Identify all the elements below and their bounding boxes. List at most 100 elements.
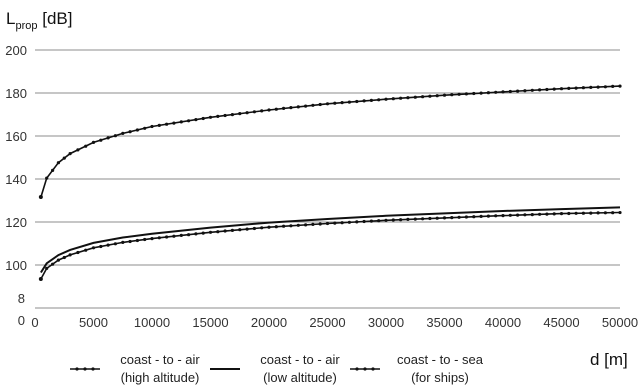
series-1-marker: [194, 118, 198, 122]
series-3-marker: [113, 242, 117, 246]
x-tick-label-0: 0: [31, 315, 38, 330]
y-tick-label-100: 100: [5, 258, 27, 273]
x-tick-label-45000: 45000: [543, 315, 579, 330]
series-3-marker: [128, 239, 132, 244]
series-1-marker: [530, 88, 534, 92]
series-1-marker: [552, 87, 556, 91]
series-3-marker: [38, 276, 43, 281]
series-3-marker: [508, 213, 512, 217]
y-tick-label-180: 180: [5, 86, 27, 101]
series-3-marker: [260, 226, 264, 230]
series-3-marker: [238, 228, 242, 232]
series-3-marker: [406, 217, 410, 221]
series-1-marker: [56, 161, 61, 165]
series-3-marker: [581, 211, 586, 215]
x-tick-label-40000: 40000: [485, 315, 521, 330]
series-3-marker: [413, 217, 417, 221]
series-3-marker: [325, 221, 330, 226]
series-1-marker: [128, 130, 132, 134]
series-1-marker: [450, 93, 454, 97]
series-1-marker: [238, 112, 242, 116]
series-3-marker: [179, 233, 183, 237]
y-tick-labels: 100 120 140 160 180 200 8 0: [5, 43, 27, 328]
series-1-marker: [457, 92, 461, 96]
series-1-marker: [296, 105, 300, 109]
series-1-marker: [596, 85, 600, 89]
series-3-marker: [194, 232, 198, 236]
series-1-marker: [538, 88, 542, 92]
series-3-marker: [538, 212, 542, 216]
series-3-marker: [62, 255, 66, 260]
series-3-marker: [245, 227, 249, 231]
series-3-marker: [216, 230, 220, 234]
series-3-marker: [347, 220, 351, 224]
series-1-marker: [486, 91, 490, 95]
series-3-marker: [428, 216, 432, 221]
series-3-marker: [143, 237, 147, 242]
series-1-marker: [589, 85, 593, 89]
series-3-marker: [289, 224, 293, 228]
series-3-marker: [442, 216, 447, 220]
series-3-marker: [340, 221, 344, 225]
grid-lines: [35, 49, 620, 309]
series-1-marker: [187, 119, 191, 123]
series-3-marker: [574, 211, 578, 215]
series-3-marker: [187, 233, 191, 237]
series-1-marker: [216, 114, 220, 118]
series-3-marker: [421, 217, 425, 221]
series-3-marker: [501, 214, 505, 218]
series-3-marker: [91, 246, 96, 250]
series-1-marker: [121, 131, 125, 135]
x-tick-label-5000: 5000: [79, 315, 108, 330]
series-3-marker: [165, 235, 169, 239]
series-3-marker: [157, 236, 161, 240]
series-1-marker: [523, 89, 527, 93]
y-axis-label-main: L: [6, 9, 15, 28]
series-3-marker: [362, 219, 366, 224]
series-1-marker: [464, 92, 468, 96]
series-1-marker: [516, 89, 520, 93]
series-3-marker: [559, 212, 564, 216]
series-3-marker: [596, 211, 600, 215]
series-1-marker: [581, 86, 586, 90]
series-3-marker: [274, 225, 278, 229]
series-3-marker: [523, 213, 527, 217]
series-3-marker: [201, 231, 205, 235]
series-3-marker: [282, 224, 286, 228]
series-1-marker: [340, 101, 344, 105]
series-1-marker: [479, 91, 483, 95]
series-3-marker: [611, 211, 615, 215]
x-tick-label-35000: 35000: [426, 315, 462, 330]
series-3-marker: [333, 221, 337, 225]
series-1-marker: [406, 96, 410, 100]
legend-label-3-line2: (for ships): [411, 370, 469, 385]
legend-swatch-marker: [83, 367, 87, 371]
series-1-marker: [413, 95, 417, 99]
series-1-marker: [38, 195, 43, 200]
series-1-marker: [150, 124, 154, 129]
series-3-marker: [516, 213, 520, 217]
series-1-marker: [289, 106, 293, 110]
y-axis-label: Lprop [dB]: [6, 9, 72, 32]
legend-swatch-marker: [363, 367, 367, 371]
series-1-marker: [245, 111, 249, 115]
series-1-marker: [442, 93, 447, 97]
legend: coast - to - air (high altitude) coast - t…: [70, 352, 484, 385]
series-3-marker: [208, 230, 213, 234]
series-3-marker: [99, 244, 103, 249]
x-tick-label-25000: 25000: [309, 315, 345, 330]
series-3-marker: [603, 211, 608, 215]
series-1-marker: [347, 100, 351, 104]
series-1-marker: [260, 109, 264, 113]
series-1-marker: [311, 103, 315, 107]
y-axis-label-unit: [dB]: [38, 9, 73, 28]
series-1-marker: [384, 97, 388, 101]
series-1-marker: [282, 106, 286, 110]
series-1-marker: [51, 168, 55, 172]
series-3-marker: [355, 220, 359, 224]
series-3-marker: [530, 213, 534, 217]
series-3-marker: [121, 240, 125, 244]
x-tick-label-15000: 15000: [192, 315, 228, 330]
series-3-marker: [457, 215, 461, 219]
x-tick-label-20000: 20000: [251, 315, 287, 330]
